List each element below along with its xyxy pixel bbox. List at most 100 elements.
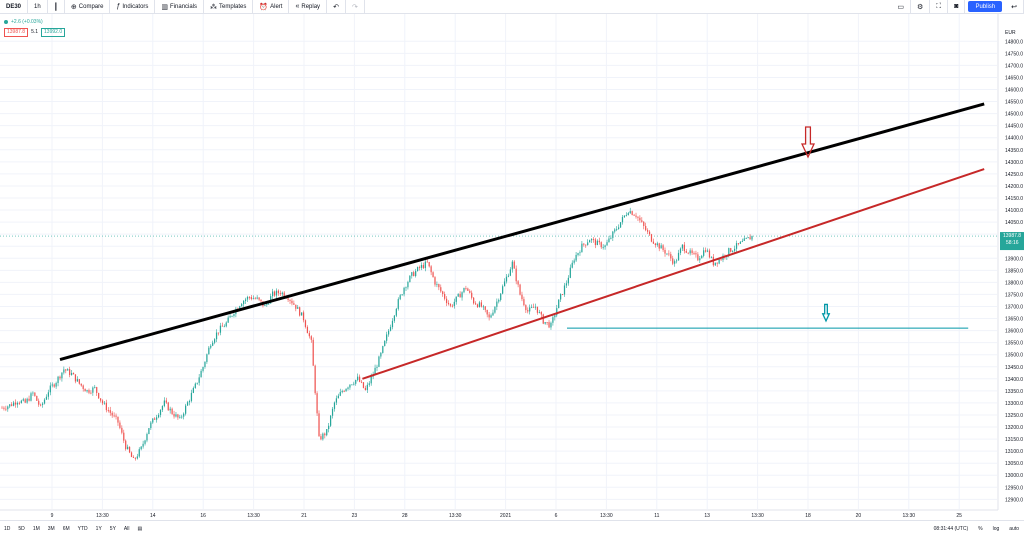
templates-button[interactable]: ⁂ Templates <box>204 0 254 13</box>
price-tick-label: 13650.0 <box>1005 317 1023 323</box>
candle-body <box>579 252 581 254</box>
candle-body <box>159 409 162 415</box>
snapshot-button[interactable]: ◙ <box>948 0 966 13</box>
time-tick-label: 9 <box>51 513 54 519</box>
candle-body <box>11 404 13 406</box>
log-toggle[interactable]: log <box>992 525 1000 532</box>
candle-body <box>51 384 53 386</box>
candle-body <box>219 325 222 333</box>
legend-quote-row: 13987.8 5.1 13992.0 <box>4 27 66 37</box>
price-tick-label: 13850.0 <box>1005 268 1023 274</box>
candle-body <box>416 267 419 272</box>
range-5d-button[interactable]: 5D <box>18 525 25 532</box>
indicators-button[interactable]: ƒ Indicators <box>110 0 156 13</box>
candle-body <box>532 306 535 308</box>
candle-body <box>664 249 666 254</box>
candle-body <box>130 452 133 457</box>
candles-icon: ┃ <box>53 3 58 11</box>
range-all-button[interactable]: All <box>123 525 130 532</box>
candle-body <box>608 238 610 243</box>
candle-body <box>670 254 672 259</box>
candle-body <box>302 312 305 321</box>
candle-body <box>714 262 716 266</box>
symbol-label: DE30 <box>6 3 22 10</box>
candle-body <box>183 413 185 417</box>
lower-trendline <box>362 168 985 380</box>
candle-body <box>674 261 676 264</box>
interval-button[interactable]: 1h <box>28 0 48 13</box>
candle-body <box>169 408 171 411</box>
time-tick-label: 13:30 <box>247 513 260 519</box>
candle-body <box>111 412 113 416</box>
alarm-clock-icon: ⏰ <box>259 3 269 11</box>
time-tick-label: 13:30 <box>903 513 916 519</box>
candle-body <box>82 385 84 389</box>
candle-body <box>606 242 608 246</box>
candle-body <box>515 268 517 282</box>
price-axis[interactable]: EUR 12900.0 12950.0 13000.0 13050.0 13100.0 1… <box>1005 30 1023 503</box>
candle-body <box>666 253 668 255</box>
candle-body <box>227 317 229 323</box>
range-1d-button[interactable]: 1D <box>4 525 11 532</box>
range-ytd-button[interactable]: YTD <box>77 525 88 532</box>
symbol-search-button[interactable]: DE30 <box>0 0 29 13</box>
candle-body <box>650 234 653 242</box>
candle-body <box>697 254 699 261</box>
candle-body <box>703 250 705 256</box>
candle-body <box>492 312 494 316</box>
candle-body <box>59 376 61 379</box>
range-3m-button[interactable]: 3M <box>47 525 55 532</box>
candle-body <box>550 322 552 328</box>
price-tick-label: 14300.0 <box>1005 160 1023 166</box>
compare-button[interactable]: ⊕ Compare <box>65 0 111 13</box>
chart-style-button[interactable]: ┃ <box>48 0 65 13</box>
financials-button[interactable]: ▥ Financials <box>155 0 205 13</box>
candle-body <box>329 415 332 426</box>
settings-button[interactable]: ⚙ <box>911 0 931 13</box>
candle-body <box>119 422 121 428</box>
candle-body <box>80 383 82 386</box>
sell-price-button[interactable]: 13987.8 <box>4 27 29 37</box>
price-change: +2.6 (+0.03%) <box>11 19 43 25</box>
candle-body <box>3 407 5 409</box>
candle-body <box>84 388 86 392</box>
candle-body <box>561 294 564 295</box>
range-1y-button[interactable]: 1Y <box>95 525 102 532</box>
undo-button[interactable]: ↶ <box>327 0 346 13</box>
price-chart[interactable]: EUR 12900.0 12950.0 13000.0 13050.0 13100.0 1… <box>0 14 1024 519</box>
auto-toggle[interactable]: auto <box>1009 525 1019 532</box>
price-tick-label: 13300.0 <box>1005 401 1023 407</box>
candle-body <box>647 230 649 232</box>
percent-toggle[interactable]: % <box>978 525 983 532</box>
candle-body <box>264 305 266 307</box>
buy-price-button[interactable]: 13992.0 <box>41 27 66 37</box>
candle-body <box>652 241 655 244</box>
range-6m-button[interactable]: 6M <box>62 525 70 532</box>
range-5y-button[interactable]: 5Y <box>109 525 116 532</box>
fullscreen-button[interactable]: ⛶ <box>930 0 949 13</box>
candle-body <box>250 297 252 299</box>
clock-label[interactable]: 08:31:44 (UTC) <box>933 525 969 532</box>
candle-body <box>478 302 481 308</box>
candle-body <box>370 376 372 384</box>
time-axis[interactable]: 9 13:30 14 16 13:30 21 23 28 13:30 2021 6 13:30 11 13… <box>51 513 963 519</box>
replay-button[interactable]: « Replay <box>289 0 328 13</box>
range-1m-button[interactable]: 1M <box>32 525 40 532</box>
price-tick-label: 12900.0 <box>1005 497 1023 503</box>
alert-button[interactable]: ⏰ Alert <box>253 0 290 13</box>
candle-body <box>322 433 324 440</box>
candle-body <box>156 417 158 420</box>
legend-change-row: +2.6 (+0.03%) <box>4 17 65 27</box>
redo-button[interactable]: ↷ <box>346 0 365 13</box>
candle-body <box>604 245 606 248</box>
goto-date-button[interactable]: ▤ <box>133 526 146 532</box>
candle-body <box>277 290 280 294</box>
layout-button[interactable]: ▭ <box>891 0 912 13</box>
candle-body <box>592 239 595 240</box>
back-button[interactable]: ↩ <box>1005 0 1024 13</box>
candle-body <box>718 259 720 264</box>
publish-button[interactable]: Publish <box>968 1 1003 12</box>
candle-body <box>196 382 198 384</box>
candle-body <box>442 291 444 295</box>
candle-body <box>693 253 695 254</box>
